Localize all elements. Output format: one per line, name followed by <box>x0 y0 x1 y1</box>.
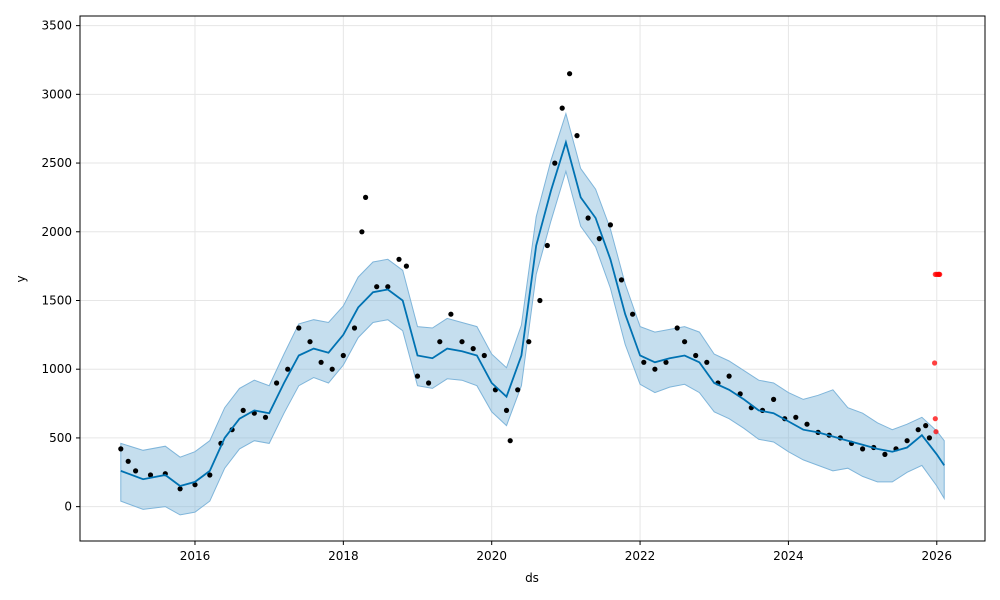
actual-point <box>860 446 866 452</box>
actual-point <box>125 458 131 464</box>
actual-point <box>537 297 543 304</box>
y-tick-label: 0 <box>64 500 72 514</box>
actual-point <box>726 373 732 379</box>
actual-point <box>363 194 369 200</box>
actual-point <box>704 359 710 365</box>
actual-point <box>296 325 302 331</box>
anomaly-point <box>937 271 943 277</box>
actual-point <box>926 435 933 441</box>
actual-point <box>904 438 910 444</box>
actual-point <box>915 427 921 433</box>
actual-point <box>396 256 402 262</box>
actual-point <box>177 486 183 492</box>
actual-point <box>585 215 591 221</box>
actual-point <box>385 284 391 290</box>
x-axis-label: ds <box>525 571 539 585</box>
actual-point <box>882 451 888 457</box>
actual-point <box>340 352 346 359</box>
anomaly-points <box>932 271 943 435</box>
actual-point <box>652 366 658 372</box>
actual-point <box>923 423 929 429</box>
actual-point <box>507 438 513 444</box>
actual-point <box>426 380 432 386</box>
y-axis: 0 500 1000 1500 2000 2500 3000 3500 <box>41 19 80 514</box>
actual-point <box>285 366 291 372</box>
y-tick-label: 3000 <box>41 87 72 101</box>
actual-point <box>515 387 521 393</box>
x-tick-label: 2026 <box>922 549 953 563</box>
plot-frame <box>79 15 986 542</box>
actual-point <box>192 482 198 488</box>
anomaly-point <box>932 360 938 366</box>
actual-point <box>574 133 580 139</box>
x-tick-label: 2022 <box>625 549 656 563</box>
actual-point <box>793 414 799 420</box>
actual-point <box>682 339 688 345</box>
actual-point <box>630 311 636 317</box>
y-tick-label: 2000 <box>41 225 72 239</box>
y-axis-label: y <box>14 275 28 282</box>
uncertainty-band <box>120 111 945 516</box>
y-tick-label: 2500 <box>41 156 72 170</box>
actual-point <box>544 242 550 249</box>
forecast-path <box>120 139 945 487</box>
actual-point <box>274 380 280 386</box>
actual-point <box>559 105 565 111</box>
anomaly-point <box>933 429 939 435</box>
actual-point <box>526 339 532 345</box>
actual-point <box>596 236 602 242</box>
actual-point <box>503 407 510 413</box>
actual-point <box>771 396 777 402</box>
actual-point <box>207 472 213 478</box>
actual-point <box>414 373 421 379</box>
x-tick-label: 2018 <box>328 549 359 563</box>
actual-point <box>262 414 269 420</box>
actual-point <box>607 222 614 228</box>
actual-point <box>329 366 335 372</box>
actual-point <box>118 446 124 452</box>
actual-point <box>448 311 454 317</box>
actual-point <box>240 407 246 413</box>
actual-point <box>307 339 313 345</box>
actual-point <box>552 160 558 166</box>
actual-point <box>693 352 699 359</box>
actual-point <box>641 359 647 365</box>
y-tick-label: 1000 <box>41 362 72 376</box>
actual-point <box>470 346 476 352</box>
forecast-line <box>120 139 945 487</box>
actual-point <box>663 359 669 365</box>
actual-point <box>403 263 409 269</box>
actual-point <box>674 325 680 331</box>
actual-point <box>318 359 324 365</box>
actual-point <box>359 229 365 235</box>
actual-point <box>459 339 465 345</box>
actual-point <box>374 284 380 290</box>
anomaly-point <box>932 416 938 422</box>
x-tick-label: 2024 <box>773 549 804 563</box>
actual-point <box>804 421 810 427</box>
actual-point <box>437 339 443 345</box>
interval-band <box>120 111 945 516</box>
actual-point <box>351 325 358 331</box>
x-axis: 2016 2018 2020 2022 2024 2026 <box>180 541 952 563</box>
actual-point <box>133 468 139 474</box>
y-tick-label: 500 <box>49 431 72 445</box>
actual-point <box>618 277 625 283</box>
x-tick-label: 2020 <box>476 549 507 563</box>
actual-point <box>147 472 154 478</box>
actual-point <box>567 71 573 77</box>
actual-point <box>481 352 487 359</box>
y-tick-label: 1500 <box>41 293 72 307</box>
x-tick-label: 2016 <box>180 549 211 563</box>
y-tick-label: 3500 <box>41 19 72 33</box>
